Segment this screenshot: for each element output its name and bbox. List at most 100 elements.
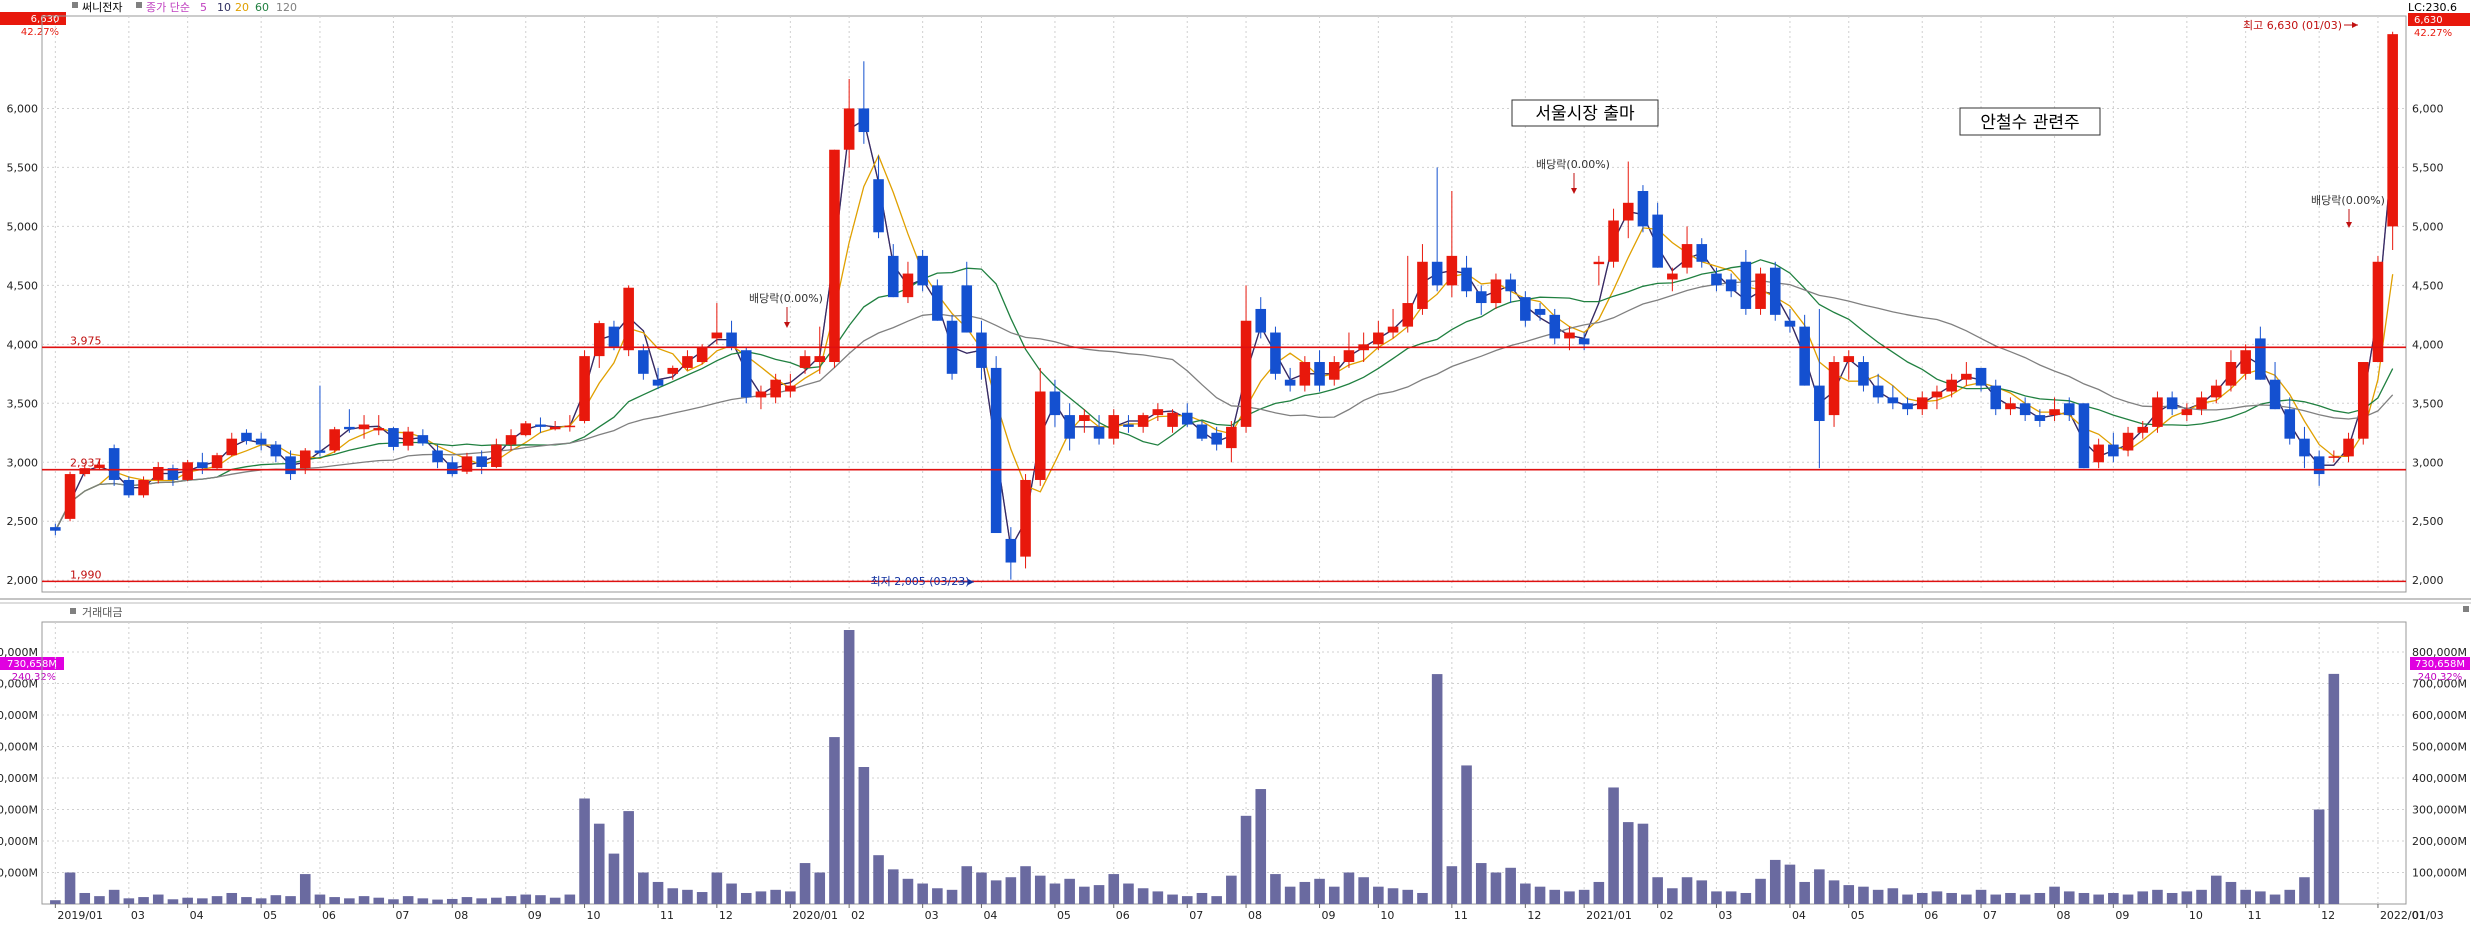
volume-bar: [197, 898, 208, 904]
candle-body: [299, 450, 311, 469]
candle-body: [593, 323, 605, 357]
volume-bar: [2269, 894, 2281, 904]
volume-tick-label-right: 600,000M: [2412, 709, 2467, 722]
reference-line-label: 2,937: [70, 457, 102, 470]
volume-bar: [1373, 886, 1384, 904]
volume-bar: [241, 897, 252, 904]
candle-body: [1270, 332, 1281, 374]
volume-bar: [2078, 892, 2090, 904]
volume-bar: [226, 892, 238, 904]
high-arrow-icon: [2352, 22, 2358, 28]
volume-left-pct: 240.32%: [12, 672, 57, 683]
volume-bar: [1725, 891, 1737, 904]
price-tick-label-left: 2,500: [7, 515, 39, 528]
volume-bar: [373, 897, 385, 904]
volume-bar: [623, 811, 634, 904]
candle-body: [2372, 261, 2384, 363]
volume-bar: [1622, 822, 1634, 904]
volume-bar: [1931, 891, 1943, 904]
volume-bar: [432, 899, 443, 904]
price-tick-label-right: 3,500: [2412, 397, 2444, 410]
candle-body: [2240, 350, 2251, 374]
candle-body: [2255, 338, 2266, 380]
candle-body: [1064, 415, 1075, 439]
candle-body: [1652, 214, 1663, 268]
volume-bar: [799, 863, 811, 904]
candle-body: [682, 356, 693, 368]
moving-average-lines: [54, 119, 2394, 550]
candle-body: [2049, 409, 2060, 416]
price-tick-label-right: 3,000: [2412, 456, 2444, 469]
candle-body: [138, 479, 149, 496]
candle-body: [535, 424, 546, 427]
volume-bar: [123, 898, 135, 904]
volume-bar: [167, 899, 179, 904]
volume-bar: [1740, 892, 1752, 904]
volume-bar: [1034, 875, 1046, 904]
dividend-label-2: 배당락(0.00%): [1536, 158, 1610, 171]
time-tick-label: 03: [131, 909, 145, 922]
volume-bar: [1446, 866, 1458, 904]
candle-body: [94, 464, 105, 469]
time-tick-label: 07: [395, 909, 409, 922]
candle-body: [1872, 385, 1884, 398]
volume-tick-label-left: 800,000M: [0, 646, 38, 659]
pane-maximize-icon[interactable]: [2463, 606, 2469, 612]
dividend-arrow-1-icon: [784, 322, 790, 328]
volume-bar: [829, 737, 840, 904]
volume-bar: [2299, 877, 2310, 904]
candle-body: [1520, 297, 1531, 321]
candle-body: [1887, 397, 1899, 404]
candle-body: [1505, 279, 1516, 292]
right-change-pct: 42.27%: [2414, 28, 2452, 39]
volume-bar: [108, 889, 120, 904]
candle-body: [1093, 426, 1105, 439]
candle-body: [241, 432, 252, 442]
time-tick-label: 08: [1248, 909, 1262, 922]
indicator-label[interactable]: 종가 단순: [146, 1, 190, 14]
volume-bar: [1270, 874, 1281, 904]
candle-body: [2005, 403, 2016, 410]
candle-body: [417, 435, 429, 444]
time-tick-label: 02: [1660, 909, 1674, 922]
candle-body: [2093, 444, 2104, 463]
time-tick-label: 11: [1454, 909, 1468, 922]
candle-body: [2166, 397, 2178, 410]
candle-body: [1255, 308, 1267, 333]
volume-bar: [990, 880, 1002, 904]
candle-body: [1931, 391, 1943, 398]
candle-body: [1858, 362, 1869, 386]
time-tick-label: 2019/01: [57, 909, 103, 922]
candle-body: [1549, 314, 1561, 339]
volume-bar: [1755, 878, 1766, 904]
volume-bar: [2034, 892, 2046, 904]
candle-body: [667, 367, 679, 374]
volume-bar: [1387, 888, 1399, 904]
time-tick-label: 10: [587, 909, 601, 922]
ma-line-120: [54, 280, 2394, 531]
volume-tick-label-left: 700,000M: [0, 678, 38, 691]
volume-bar: [520, 894, 532, 904]
volume-bar: [1284, 886, 1296, 904]
volume-bar: [1152, 891, 1164, 904]
volume-tick-label-left: 200,000M: [0, 835, 38, 848]
stock-name[interactable]: 써니전자: [82, 1, 122, 14]
time-tick-label: 2022/01: [2380, 909, 2426, 922]
candle-body: [50, 527, 61, 531]
candle-body: [755, 391, 767, 398]
candle-body: [2078, 403, 2090, 469]
time-tick-label: 2020/01: [792, 909, 838, 922]
candle-body: [961, 285, 973, 333]
volume-title[interactable]: 거래대금: [82, 606, 122, 619]
candle-body: [1343, 350, 1355, 363]
dividend-label-1: 배당락(0.00%): [749, 292, 823, 305]
volume-bar: [1784, 864, 1796, 904]
volume-bar: [1887, 888, 1899, 904]
volume-bar: [579, 798, 590, 904]
candle-body: [314, 450, 326, 453]
candle-body: [446, 462, 458, 475]
candle-body: [1211, 432, 1222, 445]
candle-body: [1226, 426, 1237, 449]
horizontal-lines: 3,975 2,937 1,990: [42, 334, 2406, 583]
candle-body: [976, 332, 987, 368]
